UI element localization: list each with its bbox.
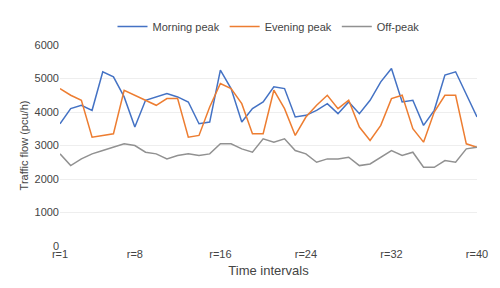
- svg-text:Morning peak: Morning peak: [153, 21, 220, 33]
- svg-text:6000: 6000: [35, 39, 59, 51]
- svg-text:r=8: r=8: [127, 248, 143, 260]
- svg-text:1000: 1000: [35, 206, 59, 218]
- svg-text:r=1: r=1: [52, 248, 68, 260]
- svg-text:0: 0: [53, 240, 59, 252]
- svg-text:4000: 4000: [35, 106, 59, 118]
- svg-text:Evening peak: Evening peak: [265, 21, 332, 33]
- svg-text:5000: 5000: [35, 72, 59, 84]
- svg-text:r=40: r=40: [466, 248, 488, 260]
- svg-text:r=24: r=24: [295, 248, 317, 260]
- svg-text:Off-peak: Off-peak: [377, 21, 419, 33]
- svg-text:r=16: r=16: [209, 248, 231, 260]
- svg-text:Traffic flow (pcu/h): Traffic flow (pcu/h): [18, 101, 30, 191]
- svg-text:2000: 2000: [35, 173, 59, 185]
- svg-text:3000: 3000: [35, 139, 59, 151]
- svg-text:Time intervals: Time intervals: [228, 263, 309, 278]
- svg-text:r=32: r=32: [380, 248, 402, 260]
